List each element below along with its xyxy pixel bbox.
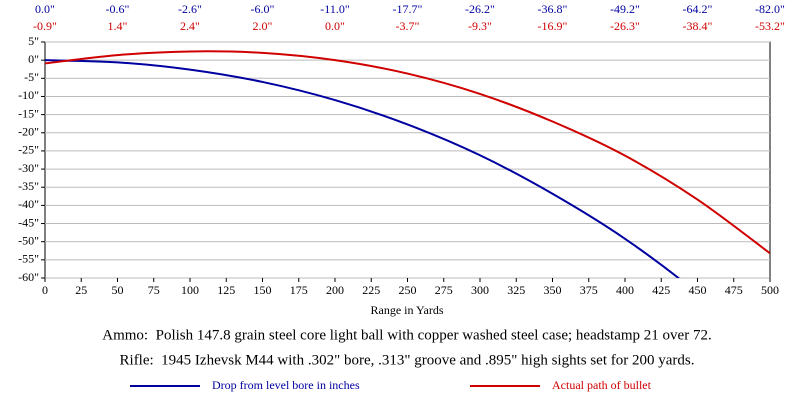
x-tick-label: 400 — [616, 283, 634, 297]
x-tick-label: 75 — [148, 283, 160, 297]
y-tick-label: -40" — [18, 197, 39, 211]
value-label: -6.0" — [251, 2, 275, 16]
x-tick-label: 225 — [362, 283, 380, 297]
x-tick-label: 25 — [75, 283, 87, 297]
x-tick-label: 500 — [761, 283, 779, 297]
value-label: -0.6" — [106, 2, 130, 16]
y-tick-label: -20" — [18, 125, 39, 139]
value-label: -49.2" — [610, 2, 640, 16]
x-tick-label: 200 — [326, 283, 344, 297]
y-tick-label: -10" — [18, 88, 39, 102]
x-tick-label: 100 — [181, 283, 199, 297]
x-tick-label: 375 — [580, 283, 598, 297]
x-tick-label: 475 — [725, 283, 743, 297]
value-label: -64.2" — [683, 2, 713, 16]
value-label: 0.0" — [35, 2, 55, 16]
value-label: -36.8" — [538, 2, 568, 16]
value-label: 1.4" — [108, 19, 128, 33]
y-tick-label: -60" — [18, 270, 39, 284]
x-axis-title: Range in Yards — [370, 303, 443, 317]
value-label: -2.6" — [178, 2, 202, 16]
x-tick-label: 450 — [689, 283, 707, 297]
value-label: -82.0" — [755, 2, 785, 16]
value-label: -0.9" — [33, 19, 57, 33]
x-tick-label: 0 — [42, 283, 48, 297]
y-tick-label: -55" — [18, 252, 39, 266]
y-tick-label: 0" — [28, 52, 39, 66]
x-tick-label: 350 — [544, 283, 562, 297]
x-tick-label: 425 — [652, 283, 670, 297]
value-label: -53.2" — [755, 19, 785, 33]
value-label: -38.4" — [683, 19, 713, 33]
plot-area — [44, 41, 771, 279]
series-line — [45, 50, 770, 255]
y-tick-label: -25" — [18, 143, 39, 157]
y-tick-label: -35" — [18, 179, 39, 193]
series-line — [45, 59, 681, 278]
value-label: 2.4" — [180, 19, 200, 33]
value-label: 0.0" — [325, 19, 345, 33]
y-tick-label: -15" — [18, 106, 39, 120]
value-label: -17.7" — [393, 2, 423, 16]
value-label: -3.7" — [396, 19, 420, 33]
value-label: -26.3" — [610, 19, 640, 33]
legend-label: Actual path of bullet — [552, 378, 652, 392]
legend-label: Drop from level bore in inches — [212, 378, 360, 392]
y-tick-label: -5" — [24, 70, 39, 84]
value-label: -9.3" — [468, 19, 492, 33]
annotation: Rifle: 1945 Izhevsk M44 with .302" bore,… — [120, 352, 695, 368]
y-tick-label: -30" — [18, 161, 39, 175]
value-label: 2.0" — [253, 19, 273, 33]
x-tick-label: 275 — [435, 283, 453, 297]
x-tick-label: 125 — [217, 283, 235, 297]
x-tick-label: 50 — [112, 283, 124, 297]
annotation: Ammo: Polish 147.8 grain steel core ligh… — [102, 327, 711, 343]
x-tick-label: 250 — [399, 283, 417, 297]
x-tick-label: 300 — [471, 283, 489, 297]
value-label: -11.0" — [320, 2, 350, 16]
x-tick-label: 325 — [507, 283, 525, 297]
x-tick-label: 175 — [290, 283, 308, 297]
y-tick-label: -45" — [18, 215, 39, 229]
value-label: -26.2" — [465, 2, 495, 16]
y-tick-label: 5" — [28, 34, 39, 48]
y-tick-label: -50" — [18, 233, 39, 247]
plot-lines — [45, 50, 770, 278]
value-label: -16.9" — [538, 19, 568, 33]
x-tick-label: 150 — [254, 283, 272, 297]
